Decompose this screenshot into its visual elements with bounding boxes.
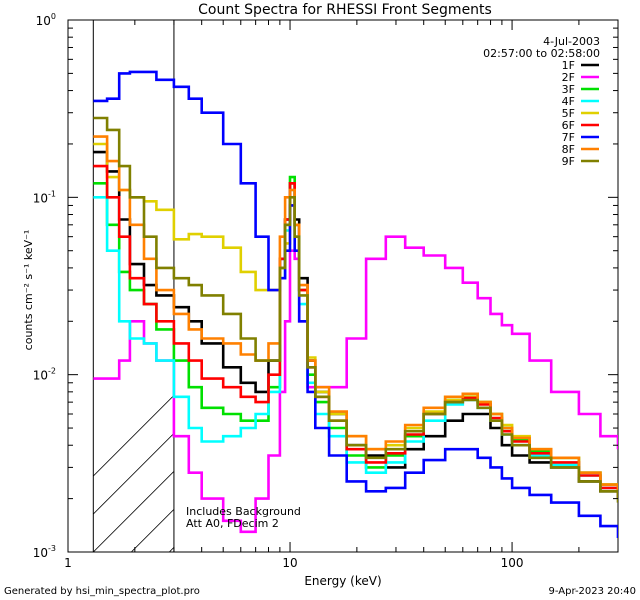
legend-label-3F: 3F [562, 83, 575, 96]
y-tick-label: 10-1 [33, 189, 56, 205]
series-line-8F [93, 135, 618, 495]
time-range-label: 02:57:00 to 02:58:00 [483, 47, 600, 60]
legend-label-2F: 2F [562, 71, 575, 84]
series-line-3F [93, 175, 618, 495]
hatch-line [93, 394, 174, 477]
series-line-5F [93, 142, 618, 495]
annotation-line-2: Att A0, FDecim 2 [186, 517, 279, 530]
hatch-line [625, 20, 640, 552]
series-line-1F [93, 150, 618, 499]
plot-frame [67, 19, 619, 553]
legend-label-9F: 9F [562, 155, 575, 168]
x-axis: 1 10 100 [64, 20, 619, 570]
footer-generator: Generated by hsi_min_spectra_plot.pro [4, 586, 200, 597]
footer-timestamp: 9-Apr-2023 20:40 [549, 586, 636, 597]
hatch-line [397, 20, 640, 552]
legend-label-8F: 8F [562, 143, 575, 156]
series-layer [93, 70, 618, 538]
hatch-line [435, 20, 640, 552]
y-tick-label: 10-2 [33, 367, 56, 383]
x-tick-label: 10 [282, 556, 297, 570]
hatch-line [473, 20, 640, 552]
date-label: 4-Jul-2003 [543, 35, 600, 48]
series-line-9F [93, 116, 618, 503]
annotation-line-1: Includes Background [186, 505, 301, 518]
legend-label-6F: 6F [562, 119, 575, 132]
x-tick-label: 100 [501, 556, 524, 570]
y-tick-label: 10-3 [33, 544, 56, 560]
y-axis-label: counts cm⁻² s⁻¹ keV⁻¹ [22, 230, 35, 351]
legend-label-4F: 4F [562, 95, 575, 108]
x-tick-label: 1 [64, 556, 72, 570]
hatched-region [92, 20, 640, 552]
legend-label-5F: 5F [562, 107, 575, 120]
hatch-line [93, 432, 174, 515]
hatch-line [93, 470, 174, 552]
hatch-line [511, 20, 640, 552]
legend-label-7F: 7F [562, 131, 575, 144]
legend-label-1F: 1F [562, 59, 575, 72]
x-axis-label: Energy (keV) [304, 574, 381, 588]
series-line-2F [93, 235, 618, 534]
series-line-7F [93, 70, 618, 538]
y-axis: 10-3 10-2 10-1 100 [33, 12, 618, 560]
y-tick-label: 100 [36, 12, 56, 28]
chart-title: Count Spectra for RHESSI Front Segments [198, 2, 492, 18]
